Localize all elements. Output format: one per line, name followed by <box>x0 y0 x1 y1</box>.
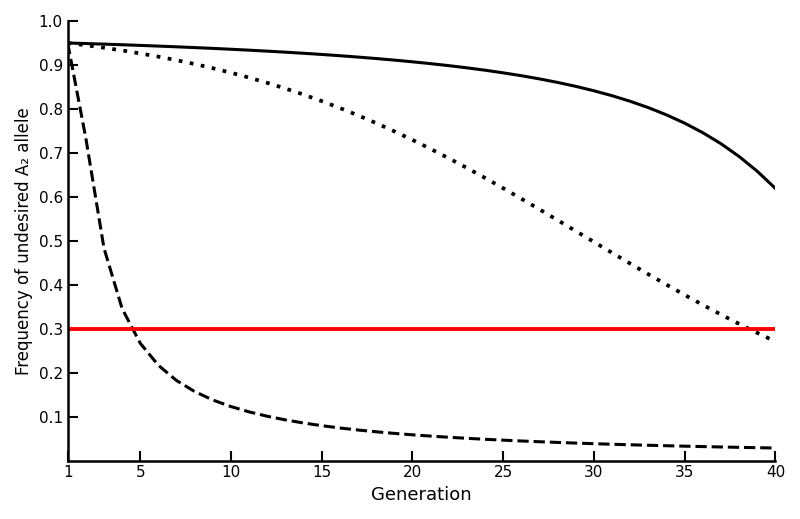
X-axis label: Generation: Generation <box>371 486 472 504</box>
Y-axis label: Frequency of undesired A₂ allele: Frequency of undesired A₂ allele <box>15 107 33 375</box>
